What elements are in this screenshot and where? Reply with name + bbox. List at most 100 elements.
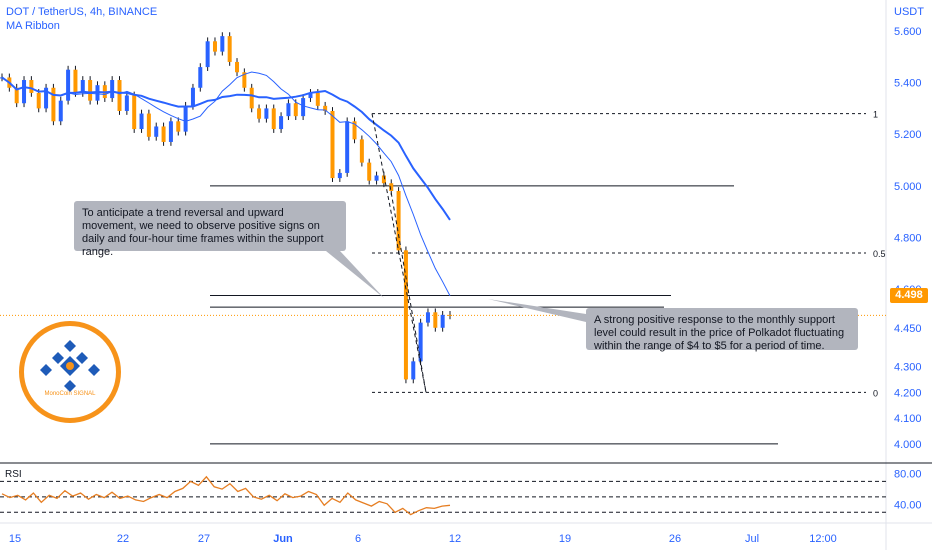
candle-body-58 xyxy=(425,312,430,323)
candle-body-34 xyxy=(249,87,254,109)
candle-body-49 xyxy=(359,139,364,163)
ma-ribbon-fast-line[interactable] xyxy=(1,71,451,297)
candle-body-25 xyxy=(183,105,188,132)
candle-body-2 xyxy=(14,87,19,104)
candle-body-23 xyxy=(168,121,173,142)
y-tick-label-1: 5.400 xyxy=(894,78,922,90)
left-annotation-callout[interactable]: To anticipate a trend reversal and upwar… xyxy=(74,201,346,258)
x-tick-label-0: 15 xyxy=(9,533,21,545)
candle-body-7 xyxy=(51,87,56,122)
candle-body-8 xyxy=(58,100,63,122)
candle-body-24 xyxy=(176,121,181,132)
candle-body-37 xyxy=(271,108,276,130)
candle-body-32 xyxy=(235,61,240,73)
right-callout-pointer xyxy=(488,299,586,322)
projection-dashed-line-2[interactable] xyxy=(389,185,427,393)
y-tick-label-4: 4.800 xyxy=(894,232,922,244)
candle-body-4 xyxy=(29,80,34,93)
candle-body-31 xyxy=(227,36,232,62)
candle-body-9 xyxy=(66,69,71,101)
candle-body-22 xyxy=(161,126,166,142)
candle-body-10 xyxy=(73,69,78,93)
chart-legend: DOT / TetherUS, 4h, BINANCE MA Ribbon xyxy=(6,5,157,33)
candle-body-45 xyxy=(330,110,335,179)
monocoin-logo: MonoCoin SIGNAL xyxy=(19,321,121,423)
candle-body-60 xyxy=(440,314,445,328)
y-tick-label-10: 4.000 xyxy=(894,439,922,451)
candle-body-30 xyxy=(220,36,225,52)
candle-body-57 xyxy=(418,322,423,362)
symbol-title: DOT / TetherUS, 4h, BINANCE xyxy=(6,6,158,18)
x-tick-label-1: 22 xyxy=(117,533,129,545)
candle-body-51 xyxy=(374,175,379,181)
candle-body-54 xyxy=(396,190,401,251)
candle-body-39 xyxy=(286,103,291,117)
candle-body-11 xyxy=(80,80,85,93)
rsi-line[interactable] xyxy=(1,475,451,516)
candle-body-21 xyxy=(154,126,159,137)
last-price-tag: 4.498 xyxy=(890,288,928,303)
binance-diamond-icon xyxy=(40,340,100,392)
x-tick-label-8: Jul xyxy=(745,533,759,545)
candle-body-41 xyxy=(301,98,306,117)
candle-body-6 xyxy=(44,87,49,109)
x-tick-label-7: 26 xyxy=(669,533,681,545)
candle-body-17 xyxy=(124,95,129,111)
y-tick-label-6: 4.450 xyxy=(894,323,922,335)
candle-body-35 xyxy=(257,108,262,119)
candle-body-40 xyxy=(293,103,298,117)
y-tick-label-0: 5.600 xyxy=(894,26,922,38)
candle-body-18 xyxy=(132,95,137,130)
y-tick-label-7: 4.300 xyxy=(894,362,922,374)
logo-label: MonoCoin SIGNAL xyxy=(44,391,96,397)
candle-body-44 xyxy=(323,105,328,111)
rsi-tick-label-1: 40.00 xyxy=(894,500,922,512)
rsi-label: RSI xyxy=(5,469,22,480)
candle-body-33 xyxy=(242,72,247,88)
candle-body-29 xyxy=(212,41,217,52)
x-tick-label-3: Jun xyxy=(273,533,293,545)
y-tick-label-2: 5.200 xyxy=(894,129,922,141)
candle-body-50 xyxy=(367,162,372,181)
y-tick-label-3: 5.000 xyxy=(894,181,922,193)
x-tick-label-9: 12:00 xyxy=(809,533,837,545)
y-tick-label-9: 4.100 xyxy=(894,413,922,425)
x-tick-label-2: 27 xyxy=(198,533,210,545)
candle-body-56 xyxy=(411,361,416,380)
candle-body-5 xyxy=(36,92,41,109)
candle-body-55 xyxy=(403,250,408,380)
candle-body-12 xyxy=(88,80,93,101)
fib-level-label-1: 0.5 xyxy=(873,249,886,259)
x-tick-label-5: 12 xyxy=(449,533,461,545)
candle-body-42 xyxy=(308,92,313,99)
candle-body-53 xyxy=(389,183,394,191)
fib-level-label-2: 0 xyxy=(873,388,878,398)
fib-level-label-0: 1 xyxy=(873,110,878,120)
candle-body-43 xyxy=(315,92,320,106)
ma-ribbon-label[interactable]: MA Ribbon xyxy=(6,20,60,32)
candle-body-46 xyxy=(337,172,342,179)
candle-body-47 xyxy=(345,121,350,173)
x-tick-label-6: 19 xyxy=(559,533,571,545)
candle-body-52 xyxy=(381,175,386,184)
candle-body-19 xyxy=(139,113,144,130)
candle-body-38 xyxy=(279,116,284,130)
ma-ribbon-slow-line[interactable] xyxy=(1,76,451,221)
candle-body-20 xyxy=(146,113,151,137)
rsi-tick-label-0: 80.00 xyxy=(894,469,922,481)
x-tick-label-4: 6 xyxy=(355,533,361,545)
candle-body-28 xyxy=(205,41,210,68)
left-callout-pointer xyxy=(326,251,384,298)
currency-label: USDT xyxy=(894,6,924,18)
candle-body-61 xyxy=(448,314,452,316)
candle-body-48 xyxy=(352,121,357,140)
candle-body-15 xyxy=(110,80,115,99)
y-tick-label-8: 4.200 xyxy=(894,387,922,399)
candle-body-3 xyxy=(22,80,27,104)
candle-body-16 xyxy=(117,80,122,111)
right-annotation-callout[interactable]: A strong positive response to the monthl… xyxy=(586,308,858,352)
candle-body-26 xyxy=(190,87,195,106)
projection-dashed-line[interactable] xyxy=(371,113,427,393)
candle-body-27 xyxy=(198,67,203,88)
